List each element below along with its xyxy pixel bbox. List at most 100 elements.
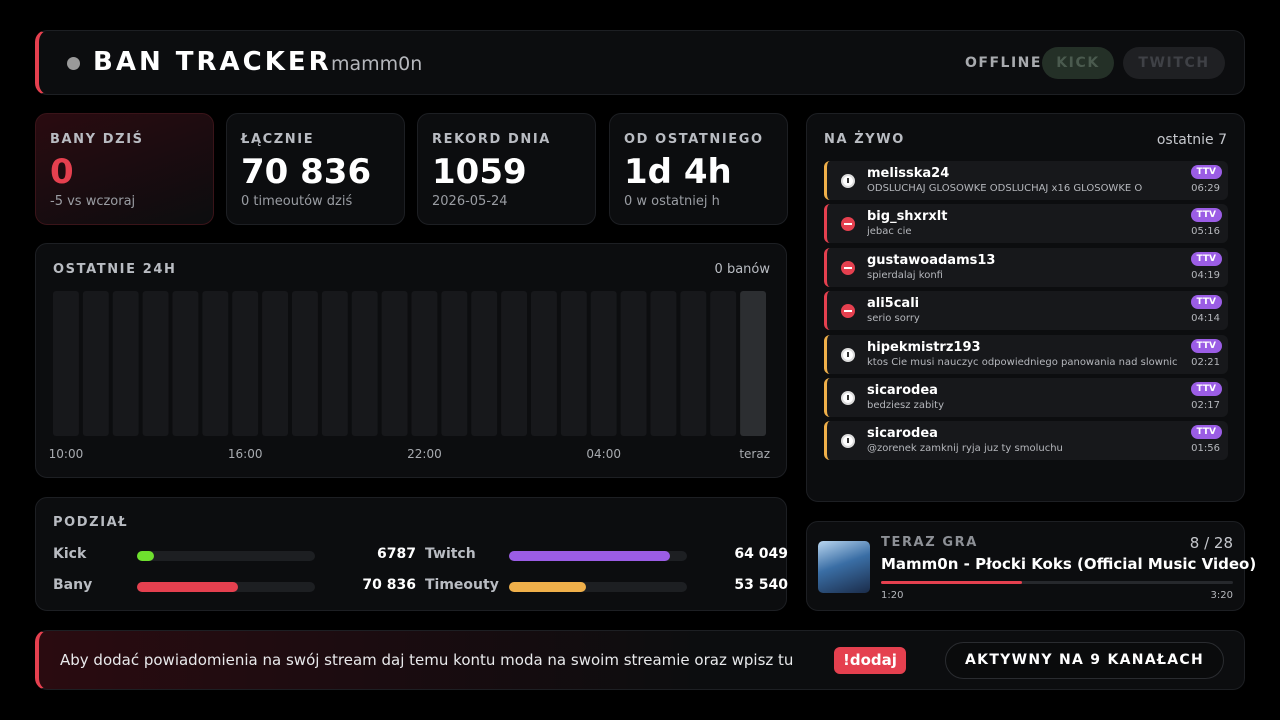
split-track [509, 582, 687, 592]
stat-value: 0 [50, 152, 74, 192]
split-track [509, 551, 687, 561]
np-duration: 3:20 [1210, 590, 1233, 601]
feed-user: ali5cali [867, 296, 920, 312]
app-title: BAN TRACKER [93, 47, 332, 77]
split-bar [509, 551, 670, 561]
bar-track [82, 291, 109, 436]
chart-panel: OSTATNIE 24H 0 banów 10:00 16:00 22:00 04:0… [35, 243, 787, 478]
feed-item: big_shxrxlt jebac cie TTV 05:16 [824, 204, 1228, 244]
stat-card: ŁĄCZNIE 70 836 0 timeoutów dziś [226, 113, 405, 225]
feed-user: sicarodea [867, 426, 938, 442]
twitch-button[interactable]: TWITCH [1123, 47, 1225, 79]
live-count: ostatnie 7 [1156, 132, 1227, 148]
bar-track [381, 291, 408, 436]
np-label: TERAZ GRA [881, 535, 978, 550]
feed-time: 06:29 [1191, 183, 1220, 194]
bar-track [262, 291, 288, 436]
split-value: 70 836 [362, 577, 416, 593]
header: BAN TRACKER mamm0n OFFLINE KICK TWITCH [35, 30, 1245, 95]
feed-item: melisska24 ODSLUCHAJ GLOSOWKE ODSLUCHAJ x… [824, 161, 1228, 200]
bar-track [112, 291, 139, 436]
stat-card: BANY DZIŚ 0 -5 vs wczoraj [35, 113, 214, 225]
stat-card: REKORD DNIA 1059 2026-05-24 [417, 113, 596, 225]
stream-status: OFFLINE [965, 55, 1042, 71]
feed-badge: TTV [1190, 165, 1222, 179]
split-track [137, 582, 315, 592]
active-channels[interactable]: AKTYWNY NA 9 KANAŁACH [945, 642, 1224, 679]
timeout-icon-hand [847, 178, 849, 183]
stat-label: OD OSTATNIEGO [624, 132, 764, 147]
status-dot [67, 57, 80, 70]
feed-user: hipekmistrz193 [867, 339, 981, 355]
feed-badge: TTV [1190, 382, 1222, 396]
feed-item: ali5cali serio sorry TTV 04:14 [824, 291, 1228, 331]
feed-message: ODSLUCHAJ GLOSOWKE ODSLUCHAJ x16 GLOSOWK… [867, 183, 1143, 194]
ban-icon-bar [844, 223, 852, 226]
feed-item: sicarodea @zorenek zamknij ryja juz ty sm… [824, 421, 1228, 461]
bar-track [560, 291, 587, 436]
feed-message: ktos Cie musi nauczyc odpowiedniego pano… [867, 356, 1177, 368]
split-name: Twitch [425, 546, 476, 562]
chart-total: 0 banów [714, 262, 770, 277]
bar-track [321, 291, 348, 436]
stat-value: 1d 4h [624, 152, 732, 192]
now-playing: TERAZ GRA 8 / 28 Mamm0n - Płocki Koks (O… [806, 521, 1256, 611]
feed-badge: TTV [1190, 208, 1222, 223]
bar-track [471, 291, 498, 436]
np-elapsed: 1:20 [881, 590, 904, 601]
feed-badge: TTV [1190, 295, 1222, 310]
feed-message: jebac cie [867, 226, 912, 238]
x-tick-label: 04:00 [586, 447, 621, 461]
feed-message: spierdalaj konfi [867, 269, 943, 281]
bar-track [740, 291, 766, 436]
kick-button[interactable]: KICK [1042, 47, 1114, 79]
timeout-icon-hand [847, 351, 849, 357]
live-panel: NA ŻYWO ostatnie 7 melisska24 ODSLUCHAJ G… [806, 113, 1245, 502]
bar-chart: 10:00 16:00 22:00 04:00 teraz [49, 291, 770, 461]
live-title: NA ŻYWO [824, 132, 905, 147]
ban-icon [841, 304, 855, 319]
stat-value: 1059 [432, 152, 527, 192]
album-art [818, 541, 870, 593]
feed-time: 05:16 [1191, 226, 1220, 238]
ban-icon-bar [844, 266, 852, 269]
feed-item: gustawoadams13 spierdalaj konfi TTV 04:19 [824, 247, 1228, 287]
x-tick-label: teraz [739, 447, 770, 461]
np-track [881, 581, 1233, 584]
split-name: Bany [53, 577, 93, 593]
timeout-icon [841, 174, 855, 188]
stat-sub: -5 vs wczoraj [50, 194, 136, 209]
bar-track [351, 291, 378, 436]
x-tick-label: 10:00 [49, 447, 84, 461]
split-bar [137, 551, 155, 561]
footer: Aby dodać powiadomienia na swój stream d… [35, 630, 1245, 690]
stat-card: OD OSTATNIEGO 1d 4h 0 w ostatniej h [609, 113, 788, 225]
split-panel: PODZIAŁ Kick 6787 Twitch 64 049 Bany 70 836 Ti… [35, 497, 788, 611]
timeout-icon [841, 347, 855, 362]
feed-time: 02:21 [1191, 356, 1220, 368]
feed-time: 04:14 [1191, 313, 1220, 325]
feed-user: melisska24 [867, 166, 950, 181]
bar-track [232, 291, 259, 436]
stat-sub: 2026-05-24 [432, 194, 508, 209]
bar-track [441, 291, 468, 436]
ban-icon-bar [844, 310, 852, 313]
x-tick-label: 22:00 [407, 447, 442, 461]
channel-name: mamm0n [331, 53, 423, 75]
split-value: 53 540 [734, 577, 788, 593]
bar-track [680, 291, 707, 436]
split-value: 64 049 [734, 546, 788, 562]
stat-label: BANY DZIŚ [50, 132, 144, 147]
x-tick-label: 16:00 [228, 447, 263, 461]
bar-track [620, 291, 647, 436]
stat-sub: 0 w ostatniej h [624, 194, 720, 209]
split-title: PODZIAŁ [53, 515, 129, 530]
feed-message: bedziesz zabity [867, 400, 945, 411]
bar-track [531, 291, 557, 436]
feed-time: 02:17 [1191, 400, 1220, 411]
feed-user: gustawoadams13 [867, 252, 996, 268]
timeout-icon [841, 434, 855, 449]
feed-time: 01:56 [1191, 443, 1220, 455]
bar-track [172, 291, 199, 436]
